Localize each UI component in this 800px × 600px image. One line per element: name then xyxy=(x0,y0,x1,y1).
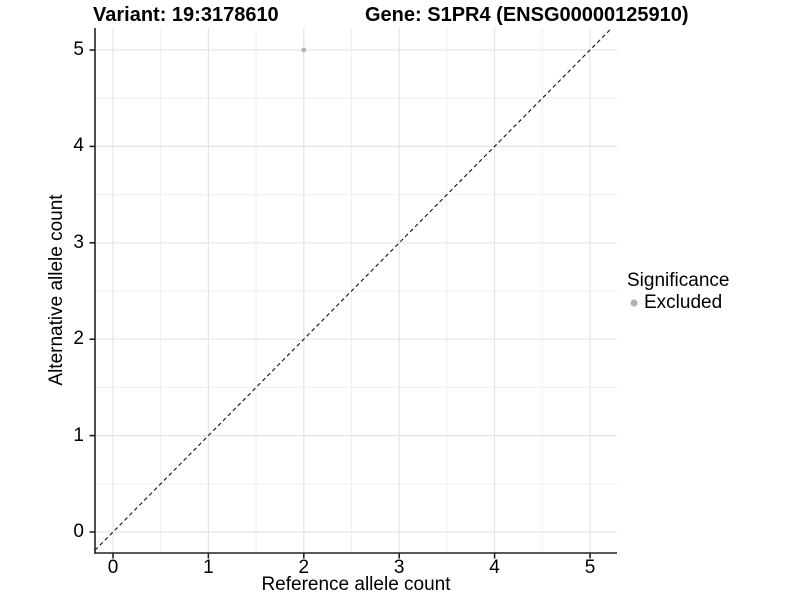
legend: Significance Excluded xyxy=(627,270,729,313)
axis-lines xyxy=(94,28,617,554)
y-tick-label: 2 xyxy=(73,328,84,350)
grid-major xyxy=(95,28,617,553)
data-point xyxy=(301,47,307,53)
x-tick-label: 0 xyxy=(107,557,119,578)
x-tick-label: 5 xyxy=(584,557,596,578)
legend-item-label: Excluded xyxy=(644,292,723,313)
x-tick-label: 2 xyxy=(298,557,310,578)
grid-minor xyxy=(95,28,617,553)
x-tick-label: 1 xyxy=(203,557,214,578)
legend-title: Significance xyxy=(627,270,730,291)
x-tick-label: 4 xyxy=(489,557,500,578)
dot-icon xyxy=(630,299,638,307)
x-tick-label: 3 xyxy=(393,557,405,578)
y-tick-label: 4 xyxy=(73,135,84,157)
x-axis-title: Reference allele count xyxy=(261,574,451,595)
axis-ticks xyxy=(89,49,591,559)
y-tick-label: 0 xyxy=(73,521,84,542)
gene-title: Gene: S1PR4 (ENSG00000125910) xyxy=(365,4,689,26)
y-tick-label: 3 xyxy=(73,231,84,253)
y-tick-label: 1 xyxy=(73,424,84,446)
y-tick-label: 5 xyxy=(73,39,84,60)
identity-line xyxy=(94,27,613,551)
y-axis-title: Alternative allele count xyxy=(46,194,67,386)
legend-item-excluded: Excluded xyxy=(627,292,729,313)
variant-title: Variant: 19:3178610 xyxy=(93,4,279,26)
